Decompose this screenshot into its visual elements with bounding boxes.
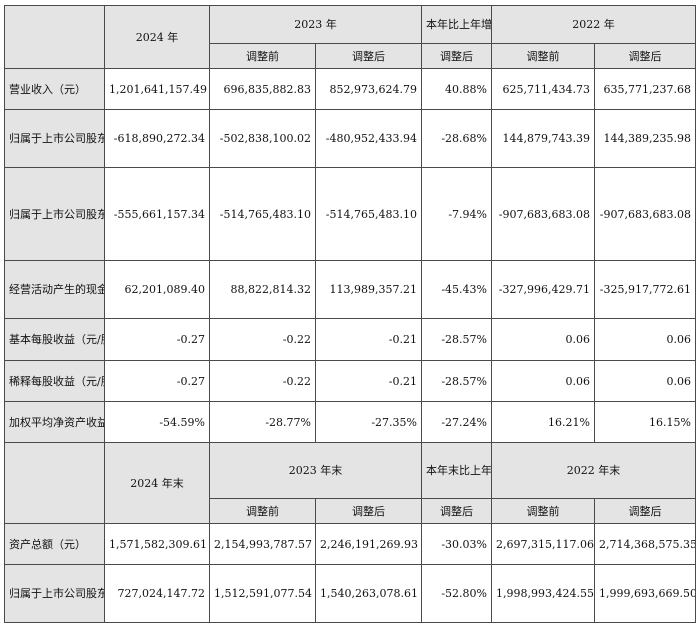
cell-value: 1,201,641,157.49: [104, 68, 210, 110]
row-label: 营业收入（元）: [4, 68, 105, 110]
table-row: 归属于上市公司股东的净利润（元） -618,890,272.34 -502,83…: [4, 109, 696, 168]
cell-value: -0.22: [209, 360, 316, 402]
cell-value: -325,917,772.61: [594, 260, 696, 319]
table-row: 经营活动产生的现金流量净额（元） 62,201,089.40 88,822,81…: [4, 260, 696, 319]
cell-value: -514,765,483.10: [209, 167, 316, 261]
header-row: 2024 年 2023 年 本年比上年增减 2022 年: [4, 5, 696, 69]
financial-indicators-table: 2024 年 2023 年 本年比上年增减 2022 年 调整前 调整后 调整后…: [4, 5, 696, 623]
cell-value: -45.43%: [421, 260, 492, 319]
cell-value: -327,996,429.71: [491, 260, 595, 319]
cell-value: 1,998,993,424.55: [491, 564, 595, 623]
cell-value: 40.88%: [421, 68, 492, 110]
col-header-2023-end: 2023 年末: [209, 442, 422, 499]
cell-value: 625,711,434.73: [491, 68, 595, 110]
table-row: 归属于上市公司股东的扣除非经常性损益的净利润（元） -555,661,157.3…: [4, 167, 696, 261]
cell-value: -28.57%: [421, 360, 492, 402]
cell-value: -27.35%: [315, 401, 422, 443]
cell-value: -0.22: [209, 318, 316, 361]
col-header-2022-before: 调整前: [491, 43, 595, 69]
cell-value: 727,024,147.72: [104, 564, 210, 623]
cell-value: 144,389,235.98: [594, 109, 696, 168]
cell-value: -618,890,272.34: [104, 109, 210, 168]
row-label: 基本每股收益（元/股）: [4, 318, 105, 361]
row-label: 归属于上市公司股东的扣除非经常性损益的净利润（元）: [4, 167, 105, 261]
subheader-row: 调整前 调整后 调整后 调整前 调整后: [5, 43, 696, 69]
table-row: 资产总额（元） 1,571,582,309.61 2,154,993,787.5…: [4, 523, 696, 565]
cell-value: 1,999,693,669.50: [594, 564, 696, 623]
corner-cell: [4, 5, 105, 69]
cell-value: -7.94%: [421, 167, 492, 261]
col-header-2022-end: 2022 年末: [491, 442, 696, 499]
table-row: 加权平均净资产收益率 -54.59% -28.77% -27.35% -27.2…: [4, 401, 696, 443]
cell-value: -907,683,683.08: [594, 167, 696, 261]
cell-value: -502,838,100.02: [209, 109, 316, 168]
cell-value: 113,989,357.21: [315, 260, 422, 319]
cell-value: 2,697,315,117.06: [491, 523, 595, 565]
cell-value: 1,540,263,078.61: [315, 564, 422, 623]
row-label: 归属于上市公司股东的净利润（元）: [4, 109, 105, 168]
cell-value: 2,154,993,787.57: [209, 523, 316, 565]
corner-cell: [4, 442, 105, 524]
cell-value: 0.06: [491, 360, 595, 402]
row-label: 归属于上市公司股东的净资产（元）: [4, 564, 105, 623]
cell-value: 1,512,591,077.54: [209, 564, 316, 623]
col-header-change: 本年比上年增减: [421, 5, 492, 44]
cell-value: -54.59%: [104, 401, 210, 443]
col-header-2023-after: 调整后: [315, 43, 422, 69]
cell-value: -27.24%: [421, 401, 492, 443]
cell-value: 16.15%: [594, 401, 696, 443]
col-header-2022: 2022 年: [491, 5, 696, 44]
cell-value: -0.21: [315, 318, 422, 361]
row-label: 加权平均净资产收益率: [4, 401, 105, 443]
cell-value: 852,973,624.79: [315, 68, 422, 110]
cell-value: -52.80%: [421, 564, 492, 623]
header-row: 2024 年末 2023 年末 本年末比上年末增减 2022 年末: [4, 442, 696, 524]
cell-value: 0.06: [491, 318, 595, 361]
cell-value: 1,571,582,309.61: [104, 523, 210, 565]
cell-value: -28.77%: [209, 401, 316, 443]
cell-value: 144,879,743.39: [491, 109, 595, 168]
col-header-2023-before: 调整前: [209, 43, 316, 69]
table-row: 基本每股收益（元/股） -0.27 -0.22 -0.21 -28.57% 0.…: [4, 318, 696, 361]
col-header-2023-end-after: 调整后: [315, 498, 422, 524]
col-header-2023: 2023 年: [209, 5, 422, 44]
cell-value: -30.03%: [421, 523, 492, 565]
col-header-change-end: 本年末比上年末增减: [421, 442, 492, 499]
col-header-2022-end-before: 调整前: [491, 498, 595, 524]
cell-value: -28.57%: [421, 318, 492, 361]
cell-value: -555,661,157.34: [104, 167, 210, 261]
col-header-2024: 2024 年: [104, 5, 210, 69]
cell-value: 2,714,368,575.35: [594, 523, 696, 565]
col-header-change-after: 调整后: [421, 43, 492, 69]
col-header-2024-end: 2024 年末: [104, 442, 210, 524]
cell-value: 0.06: [594, 318, 696, 361]
cell-value: -514,765,483.10: [315, 167, 422, 261]
table-row: 归属于上市公司股东的净资产（元） 727,024,147.72 1,512,59…: [4, 564, 696, 623]
col-header-2023-end-before: 调整前: [209, 498, 316, 524]
cell-value: -480,952,433.94: [315, 109, 422, 168]
cell-value: 0.06: [594, 360, 696, 402]
col-header-2022-after: 调整后: [594, 43, 696, 69]
cell-value: 16.21%: [491, 401, 595, 443]
table-row: 营业收入（元） 1,201,641,157.49 696,835,882.83 …: [4, 68, 696, 110]
cell-value: 62,201,089.40: [104, 260, 210, 319]
col-header-2022-end-after: 调整后: [594, 498, 696, 524]
cell-value: 696,835,882.83: [209, 68, 316, 110]
col-header-change-end-after: 调整后: [421, 498, 492, 524]
subheader-row: 调整前 调整后 调整后 调整前 调整后: [5, 498, 696, 524]
cell-value: -907,683,683.08: [491, 167, 595, 261]
cell-value: 2,246,191,269.93: [315, 523, 422, 565]
table-row: 稀释每股收益（元/股） -0.27 -0.22 -0.21 -28.57% 0.…: [4, 360, 696, 402]
row-label: 资产总额（元）: [4, 523, 105, 565]
cell-value: -0.21: [315, 360, 422, 402]
row-label: 稀释每股收益（元/股）: [4, 360, 105, 402]
row-label: 经营活动产生的现金流量净额（元）: [4, 260, 105, 319]
cell-value: -0.27: [104, 318, 210, 361]
cell-value: -28.68%: [421, 109, 492, 168]
cell-value: -0.27: [104, 360, 210, 402]
cell-value: 635,771,237.68: [594, 68, 696, 110]
cell-value: 88,822,814.32: [209, 260, 316, 319]
